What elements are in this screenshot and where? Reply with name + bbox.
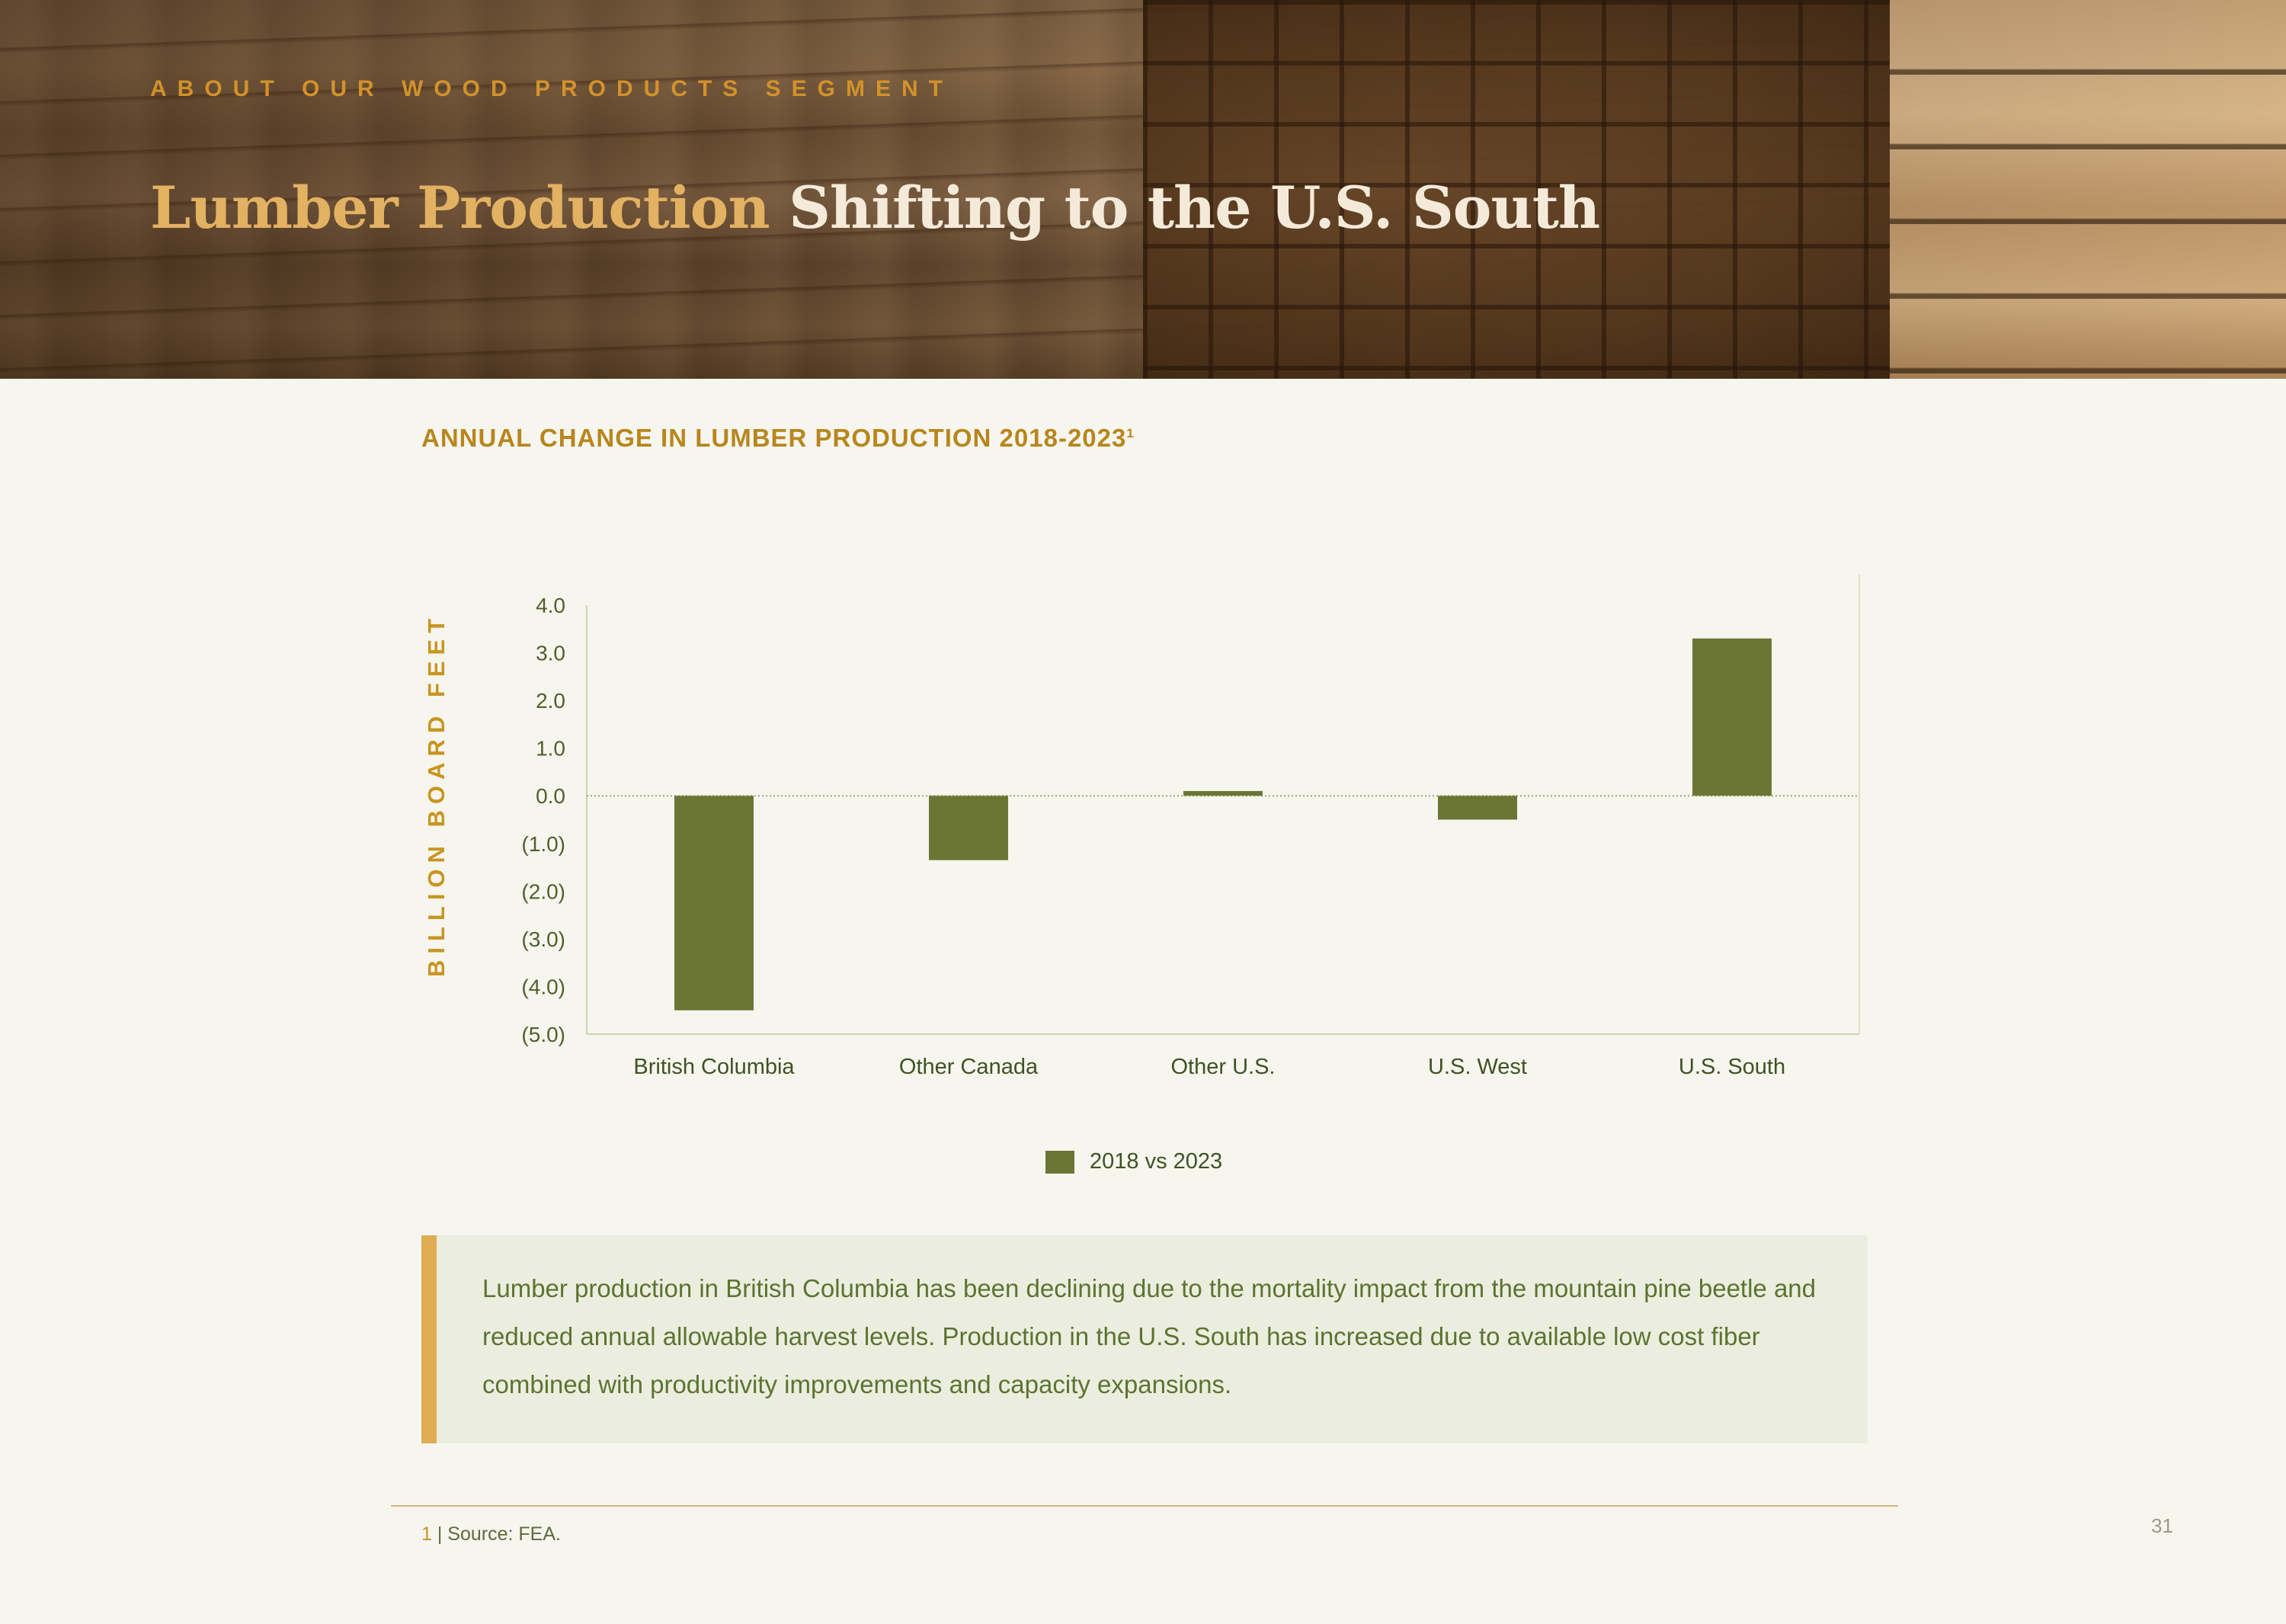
bar xyxy=(929,796,1008,860)
x-tick-label: U.S. West xyxy=(1428,1055,1527,1079)
footer-divider xyxy=(391,1505,1898,1507)
y-tick-label: (5.0) xyxy=(521,1023,565,1046)
commentary-text: Lumber production in British Columbia ha… xyxy=(482,1274,1816,1398)
legend-swatch xyxy=(1045,1150,1074,1174)
chart-title: ANNUAL CHANGE IN LUMBER PRODUCTION 2018-… xyxy=(421,424,1134,452)
page-title-rest: Shifting to the U.S. South xyxy=(789,174,1600,242)
page-number: 31 xyxy=(2151,1514,2173,1537)
y-tick-label: 4.0 xyxy=(536,594,565,617)
page-title: Lumber Production Shifting to the U.S. S… xyxy=(150,174,1600,242)
legend-label: 2018 vs 2023 xyxy=(1090,1149,1223,1174)
x-tick-label: U.S. South xyxy=(1679,1055,1785,1079)
chart-legend: 2018 vs 2023 xyxy=(1045,1149,1222,1174)
bar-chart: 4.0 3.0 2.0 1.0 0.0 (1.0) (2.0) (3.0) (4.0) (5.0)… xyxy=(521,575,1860,1079)
source-footnote: 1 | Source: FEA. xyxy=(421,1523,561,1545)
section-kicker: ABOUT OUR WOOD PRODUCTS SEGMENT xyxy=(150,76,953,101)
y-tick-label: 0.0 xyxy=(536,784,565,808)
y-tick-label: (4.0) xyxy=(521,975,565,998)
x-tick-label: British Columbia xyxy=(633,1055,795,1079)
bar xyxy=(1692,638,1772,796)
y-tick-label: 3.0 xyxy=(536,642,565,665)
header-banner: ABOUT OUR WOOD PRODUCTS SEGMENT Lumber P… xyxy=(0,0,2286,379)
y-tick-label: (3.0) xyxy=(521,927,565,951)
page-title-highlight: Lumber Production xyxy=(150,174,770,242)
y-tick-label: (2.0) xyxy=(521,879,565,903)
y-tick-label: 1.0 xyxy=(536,737,565,761)
y-tick-label: 2.0 xyxy=(536,689,565,713)
y-tick-label: (1.0) xyxy=(521,832,565,856)
commentary-callout: Lumber production in British Columbia ha… xyxy=(421,1235,1868,1443)
bar xyxy=(674,796,754,1011)
bar xyxy=(1183,790,1263,796)
x-tick-label: Other U.S. xyxy=(1171,1055,1276,1079)
bar xyxy=(1438,796,1517,820)
chart-title-footnote-mark: 1 xyxy=(1126,426,1134,440)
x-tick-label: Other Canada xyxy=(899,1055,1039,1079)
